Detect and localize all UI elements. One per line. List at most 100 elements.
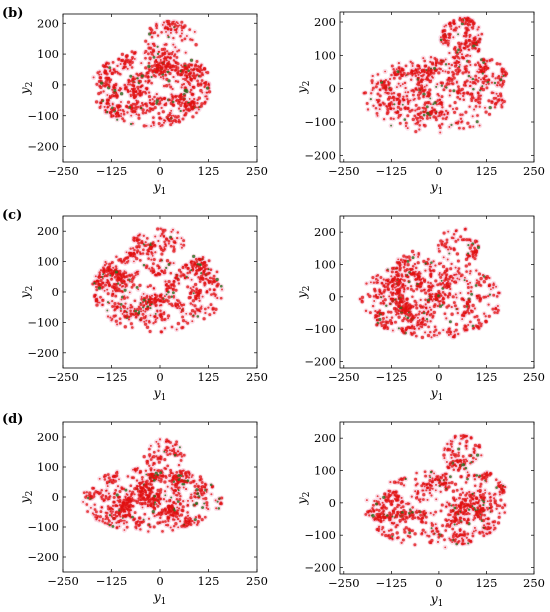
data-point (417, 79, 420, 82)
panel-label-b: (b) (2, 6, 24, 21)
data-point (153, 95, 156, 99)
data-point (162, 77, 165, 80)
data-point (383, 81, 386, 85)
data-point (448, 51, 451, 55)
data-point (188, 28, 192, 31)
data-point (139, 94, 142, 97)
data-point (466, 121, 470, 125)
data-point (376, 92, 380, 96)
data-point (170, 22, 174, 26)
data-point (168, 71, 172, 76)
data-point (150, 28, 154, 32)
data-point (479, 65, 482, 68)
data-point (392, 76, 396, 80)
data-point (196, 98, 199, 102)
data-point (152, 32, 155, 35)
data-point (175, 55, 179, 59)
data-point (197, 275, 200, 279)
data-point (417, 73, 420, 76)
data-point (157, 69, 161, 72)
data-point (184, 51, 187, 54)
data-point (183, 276, 187, 280)
data-point (184, 86, 187, 89)
data-point (144, 91, 148, 95)
data-point (138, 89, 141, 93)
data-point (463, 67, 467, 71)
data-point (434, 63, 438, 67)
data-point (95, 82, 99, 86)
data-point (132, 84, 136, 88)
data-point (177, 107, 181, 110)
x-tick-label: 125 (198, 164, 220, 178)
data-point (435, 85, 438, 88)
data-point (484, 63, 487, 66)
data-point (180, 86, 183, 89)
data-point (390, 124, 393, 127)
data-point (473, 39, 476, 42)
data-point (173, 22, 177, 26)
data-point (145, 71, 149, 75)
data-point (429, 112, 433, 116)
data-point (172, 294, 176, 298)
data-point (169, 123, 173, 127)
x-tick-label: 250 (246, 164, 268, 178)
data-point (129, 59, 133, 62)
data-point (112, 94, 116, 98)
data-point (148, 109, 152, 113)
data-point (473, 41, 477, 45)
data-point (451, 82, 455, 86)
data-point (191, 299, 196, 303)
data-point (440, 61, 443, 64)
data-point (398, 67, 401, 70)
data-point (100, 99, 104, 102)
data-point (110, 71, 115, 75)
data-point (200, 102, 204, 106)
data-point (440, 40, 443, 43)
data-point (149, 314, 152, 317)
data-point (179, 34, 182, 38)
data-point (458, 25, 461, 28)
data-point (111, 305, 115, 308)
data-point (109, 274, 112, 277)
data-point (470, 94, 474, 99)
data-point (478, 70, 482, 73)
data-point (163, 52, 167, 56)
data-point (156, 45, 159, 48)
data-point (499, 78, 503, 82)
data-point (176, 62, 180, 66)
data-point (414, 88, 418, 91)
data-point (159, 76, 162, 79)
data-point (118, 72, 122, 76)
data-point (106, 94, 109, 96)
data-point (439, 59, 443, 62)
data-point (461, 94, 465, 98)
data-point (497, 98, 501, 102)
data-point (172, 43, 175, 46)
data-point (453, 46, 457, 49)
data-point (127, 59, 130, 62)
data-point (112, 266, 115, 269)
data-point (191, 68, 195, 72)
data-point (493, 105, 497, 109)
data-point (200, 79, 204, 82)
data-point (478, 124, 481, 127)
data-point (170, 325, 174, 329)
data-point (416, 83, 419, 86)
data-point (149, 307, 152, 310)
data-point (486, 66, 490, 70)
data-point (468, 42, 472, 46)
data-point (483, 106, 487, 109)
data-point (119, 309, 122, 312)
data-point (175, 21, 178, 24)
data-point (161, 63, 165, 66)
data-point (193, 310, 197, 314)
data-point (462, 83, 467, 87)
data-point (406, 98, 409, 101)
data-point (390, 73, 393, 77)
data-point (156, 56, 159, 59)
data-point (403, 81, 407, 85)
data-point (145, 252, 149, 256)
data-point (174, 46, 177, 49)
